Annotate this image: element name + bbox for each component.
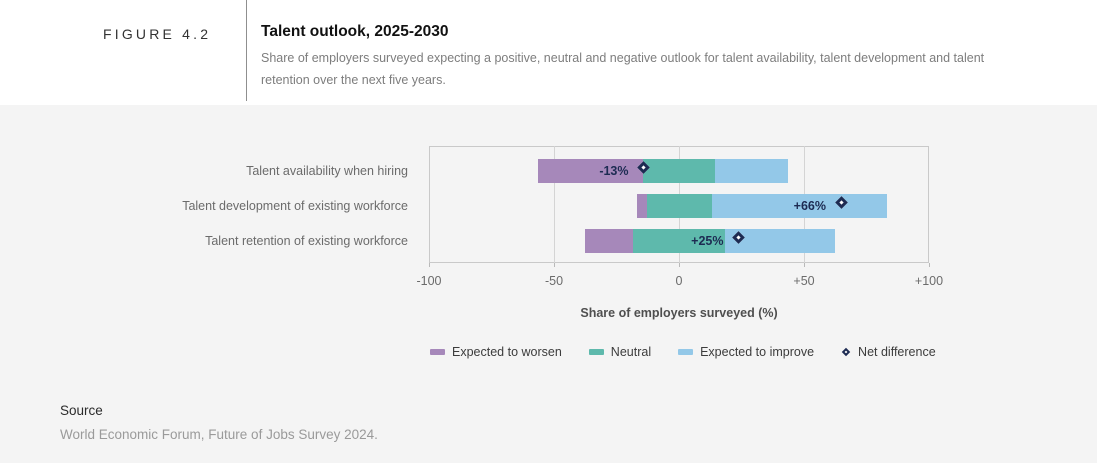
figure-number-label: FIGURE 4.2 <box>103 26 212 42</box>
category-label: Talent availability when hiring <box>246 163 408 178</box>
axis-tick-mark <box>428 263 430 267</box>
figure-title: Talent outlook, 2025-2030 <box>261 23 449 40</box>
x-axis-title: Share of employers surveyed (%) <box>580 306 778 320</box>
axis-tick-mark <box>553 263 555 267</box>
figure-subtitle: Share of employers surveyed expecting a … <box>261 51 985 87</box>
legend-label: Net difference <box>858 345 936 359</box>
legend-item: Net difference <box>841 345 936 359</box>
bar-segment-worsen <box>537 158 643 183</box>
legend-label: Expected to worsen <box>452 345 562 359</box>
net-difference-value: -13% <box>599 163 629 178</box>
net-difference-value: +25% <box>691 233 724 248</box>
bar-segment-improve <box>711 193 887 218</box>
legend-label: Expected to improve <box>700 345 815 359</box>
x-tick-label: -50 <box>544 274 564 288</box>
bar-segment-neutral <box>646 193 712 218</box>
x-tick-label: +100 <box>914 274 944 288</box>
legend-color-swatch <box>430 348 445 356</box>
legend-item: Neutral <box>588 345 652 359</box>
source-attribution: World Economic Forum, Future of Jobs Sur… <box>60 427 378 442</box>
legend-label: Neutral <box>610 345 652 359</box>
legend-item: Expected to improve <box>678 345 814 359</box>
category-label: Talent retention of existing workforce <box>205 233 408 248</box>
bar-segment-improve <box>715 158 788 183</box>
axis-tick-mark <box>928 263 930 267</box>
bar-segment-improve <box>725 228 836 253</box>
legend-color-swatch <box>588 348 604 356</box>
header-divider <box>246 0 247 101</box>
legend-color-swatch <box>678 348 694 356</box>
net-difference-value: +66% <box>793 198 826 213</box>
legend: Expected to worsen Neutral Expected to imp… <box>430 344 936 360</box>
bar-segment-worsen <box>585 228 633 253</box>
legend-item: Expected to worsen <box>430 345 562 359</box>
x-tick-label: -100 <box>416 274 442 288</box>
bar-segment-neutral <box>642 158 716 183</box>
source-heading: Source <box>60 403 103 418</box>
category-label: Talent development of existing workforce <box>182 198 408 213</box>
bar-segment-neutral <box>632 228 726 253</box>
net-difference-diamond-icon <box>841 347 851 357</box>
bar-segment-worsen <box>636 193 647 218</box>
gridline <box>553 146 555 263</box>
x-tick-label: +50 <box>793 274 815 288</box>
x-tick-label: 0 <box>675 274 683 288</box>
axis-tick-mark <box>678 263 680 267</box>
axis-tick-mark <box>803 263 805 267</box>
